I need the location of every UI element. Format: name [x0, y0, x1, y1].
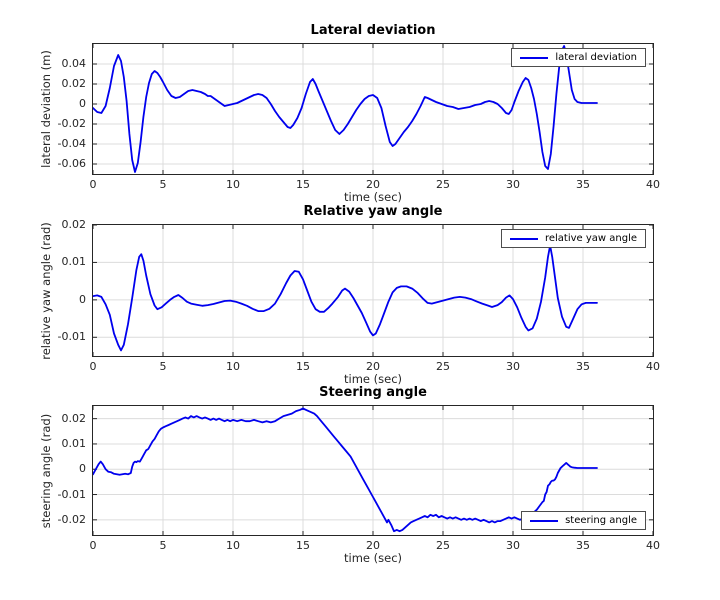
- y-tick-label: -0.01: [57, 487, 86, 501]
- y-tick-label: 0.01: [61, 436, 87, 450]
- x-tick-label: 20: [366, 539, 380, 552]
- x-tick-label: 40: [646, 178, 660, 191]
- legend-line-sample: [509, 237, 538, 240]
- data-line-lateral-deviation: [93, 45, 598, 173]
- x-tick-label: 30: [506, 539, 520, 552]
- x-tick-label: 15: [296, 360, 310, 373]
- y-tick-label: 0: [79, 462, 86, 476]
- x-tick-label: 40: [646, 539, 660, 552]
- y-tick-label: -0.02: [57, 117, 86, 130]
- x-tick-label: 0: [89, 360, 97, 373]
- x-tick-label: 25: [436, 539, 450, 552]
- y-tick-label: 0: [79, 97, 86, 110]
- x-tick-label: 15: [296, 539, 310, 552]
- y-tick-label: -0.01: [57, 330, 86, 344]
- x-tick-label: 0: [89, 178, 97, 191]
- legend-label-relative-yaw-angle: relative yaw angle: [544, 233, 637, 244]
- x-tick-label: 20: [366, 360, 380, 373]
- x-tick-label: 30: [506, 178, 520, 191]
- y-tick-label: 0.02: [61, 218, 87, 231]
- x-tick-label: 15: [296, 178, 310, 191]
- legend-relative-yaw-angle: relative yaw angle: [500, 229, 646, 248]
- x-tick-label: 20: [366, 178, 380, 191]
- data-line-relative-yaw-angle: [93, 244, 598, 352]
- legend-line-sample: [530, 519, 559, 522]
- y-tick-label: 0.02: [61, 77, 87, 90]
- chart-title-steering-angle: Steering angle: [319, 385, 427, 400]
- chart-title-lateral-deviation: Lateral deviation: [310, 23, 436, 38]
- x-tick-label: 5: [159, 360, 167, 373]
- legend-steering-angle: steering angle: [521, 511, 646, 530]
- legend-label-lateral-deviation: lateral deviation: [555, 52, 637, 63]
- x-tick-label: 10: [226, 539, 240, 552]
- plot-svg-relative-yaw-angle: [93, 225, 653, 356]
- plot-svg-lateral-deviation: [93, 44, 653, 174]
- legend-lateral-deviation: lateral deviation: [511, 48, 646, 67]
- y-tick-label: 0.02: [61, 411, 87, 425]
- x-tick-label: 5: [159, 539, 167, 552]
- x-axis-label-steering-angle: time (sec): [344, 551, 402, 565]
- x-tick-label: 35: [576, 360, 590, 373]
- y-tick-label: -0.04: [57, 137, 86, 150]
- x-tick-label: 30: [506, 360, 520, 373]
- plot-area-steering-angle: [92, 405, 654, 536]
- x-tick-label: 35: [576, 539, 590, 552]
- x-tick-label: 0: [89, 539, 97, 552]
- x-tick-label: 35: [576, 178, 590, 191]
- x-tick-label: 10: [226, 360, 240, 373]
- legend-line-sample: [520, 56, 549, 59]
- x-tick-label: 40: [646, 360, 660, 373]
- x-axis-label-lateral-deviation: time (sec): [344, 190, 402, 204]
- legend-label-steering-angle: steering angle: [565, 515, 637, 526]
- y-tick-label: -0.06: [57, 157, 86, 170]
- x-axis-label-relative-yaw-angle: time (sec): [344, 372, 402, 386]
- y-tick-label: -0.02: [57, 512, 86, 526]
- y-tick-label: 0.04: [61, 57, 87, 70]
- y-tick-label: 0: [79, 292, 86, 306]
- y-tick-label: 0.01: [61, 255, 87, 269]
- x-tick-label: 25: [436, 360, 450, 373]
- x-tick-label: 25: [436, 178, 450, 191]
- chart-title-relative-yaw-angle: Relative yaw angle: [303, 204, 443, 219]
- x-tick-label: 10: [226, 178, 240, 191]
- x-tick-label: 5: [159, 178, 167, 191]
